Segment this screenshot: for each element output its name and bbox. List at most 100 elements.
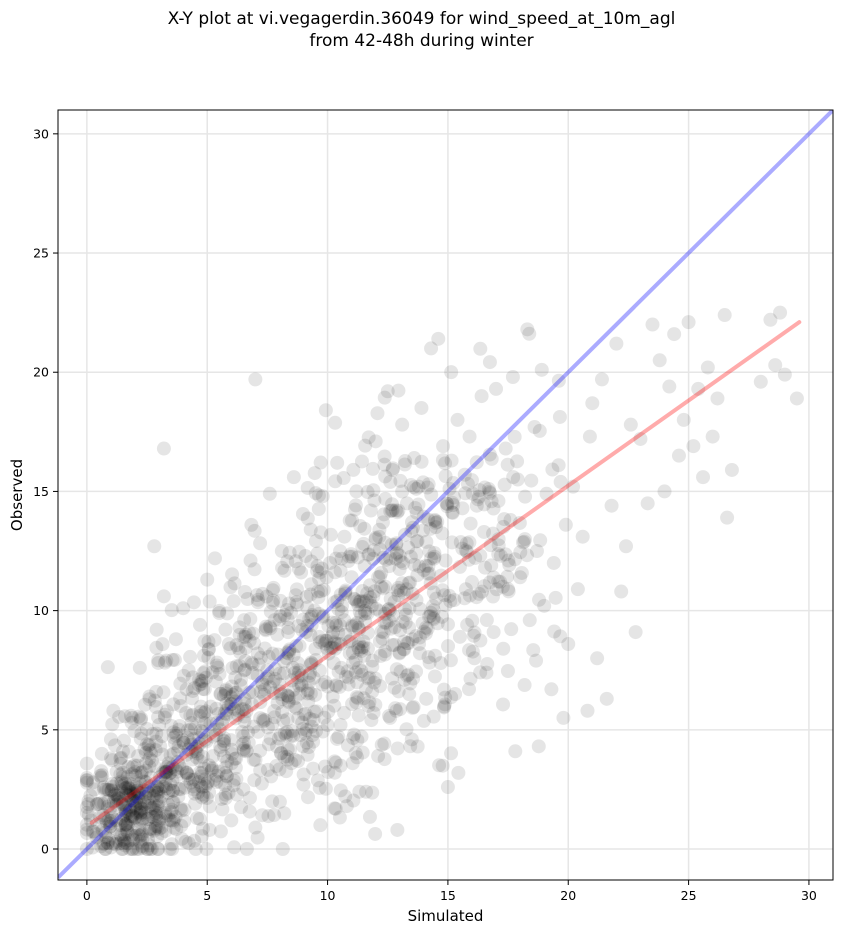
data-point [108,787,123,802]
data-point [204,763,219,778]
data-point [398,607,413,622]
data-point [263,621,278,636]
data-point [235,725,250,740]
data-point [321,704,336,719]
data-point [472,586,487,601]
data-point [527,420,542,435]
data-point [371,749,386,764]
data-point [195,790,210,805]
identity-line [58,110,833,880]
data-point [134,765,149,780]
data-point [172,781,187,796]
data-point [481,482,496,497]
data-point [496,697,511,712]
data-point [373,648,388,663]
data-point [261,737,276,752]
data-point [440,780,455,795]
data-point [364,598,379,613]
data-point [375,631,390,646]
data-point [211,706,226,721]
reference-lines [58,110,833,880]
data-point [173,698,188,713]
data-point [180,723,195,738]
data-point [286,648,301,663]
data-point [241,725,256,740]
data-point [185,683,200,698]
data-point [150,819,165,834]
x-tick-label: 20 [560,888,576,903]
data-point [271,731,286,746]
data-point [389,537,404,552]
data-point [121,805,136,820]
data-point [91,796,106,811]
data-point [172,719,187,734]
data-point [170,764,185,779]
data-point [347,727,362,742]
data-point [486,570,501,585]
data-point [101,832,116,847]
data-point [387,594,402,609]
data-point [109,764,124,779]
data-point [168,762,183,777]
data-point [466,628,481,643]
data-point [127,724,142,739]
data-point [366,705,381,720]
data-point [113,818,128,833]
data-point [164,837,179,852]
data-point [338,789,353,804]
data-point [270,696,285,711]
data-point [216,749,231,764]
x-tick-label: 10 [320,888,336,903]
data-point [187,833,202,848]
data-point [132,660,147,675]
data-point [386,461,401,476]
data-point [106,703,121,718]
data-point [255,586,270,601]
data-point [131,709,146,724]
data-point [194,676,209,691]
data-point [315,724,330,739]
data-point [219,769,234,784]
data-point [94,746,109,761]
data-point [502,557,517,572]
data-point [183,708,198,723]
data-point [372,542,387,557]
data-point [194,673,209,688]
data-point [158,765,173,780]
data-point [285,724,300,739]
data-point [142,692,157,707]
data-point [585,396,600,411]
data-point [118,803,133,818]
data-point [430,514,445,529]
data-point [263,604,278,619]
data-point [348,746,363,761]
data-point [351,597,366,612]
data-point [89,797,104,812]
data-point [350,616,365,631]
data-point [473,633,488,648]
data-point [280,749,295,764]
data-point [202,594,217,609]
data-point [164,603,179,618]
data-point [345,645,360,660]
data-point [197,705,212,720]
data-point [229,685,244,700]
data-point [315,633,330,648]
data-point [238,627,253,642]
data-point [96,837,111,852]
data-point [191,785,206,800]
data-point [419,620,434,635]
data-point [280,752,295,767]
data-point [472,483,487,498]
data-point [498,441,513,456]
data-point [209,701,224,716]
data-point [342,646,357,661]
data-point [229,638,244,653]
data-point [424,341,439,356]
data-point [365,684,380,699]
data-point [215,802,230,817]
data-point [469,455,484,470]
data-point [155,747,170,762]
data-point [163,765,178,780]
data-point [489,582,504,597]
